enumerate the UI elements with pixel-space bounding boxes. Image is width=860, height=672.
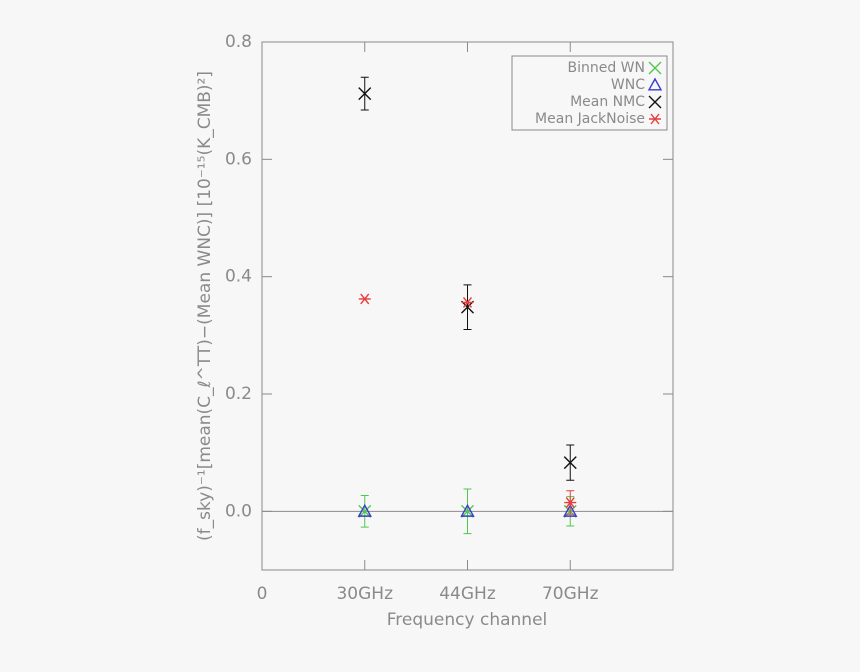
x-tick-label: 70GHz (542, 584, 599, 604)
data-point (461, 297, 474, 308)
legend-label: WNC (611, 77, 645, 93)
legend-marker (648, 95, 662, 109)
y-tick-label: 0.0 (225, 501, 252, 521)
data-point (460, 503, 475, 517)
legend-box (511, 55, 668, 131)
data-point (563, 456, 577, 470)
legend-label: Mean JackNoise (535, 111, 645, 127)
data-point (461, 504, 474, 518)
y-tick-label: 0.4 (225, 267, 252, 287)
data-point (564, 497, 577, 508)
x-tick-label: 44GHz (439, 584, 496, 604)
data-point (563, 503, 578, 517)
legend-marker (647, 77, 663, 91)
y-tick-label: 0.8 (225, 32, 252, 52)
x-axis-label: Frequency channel (387, 610, 548, 630)
data-point (358, 293, 371, 305)
x-tick-label: 0 (257, 584, 268, 604)
data-point (358, 504, 372, 518)
x-tick-label: 30GHz (336, 584, 393, 604)
data-point (358, 87, 372, 101)
legend-label: Binned WN (567, 60, 645, 76)
y-tick-label: 0.6 (225, 149, 252, 169)
legend-marker (648, 61, 662, 75)
legend-label: Mean NMC (570, 94, 645, 110)
y-tick-label: 0.2 (225, 384, 252, 404)
y-axis-label: (f_sky)⁻¹[mean(C_ℓ^TT)−(Mean WNC)] [10⁻¹… (195, 71, 215, 541)
data-point (357, 503, 372, 517)
legend-marker (649, 113, 661, 125)
